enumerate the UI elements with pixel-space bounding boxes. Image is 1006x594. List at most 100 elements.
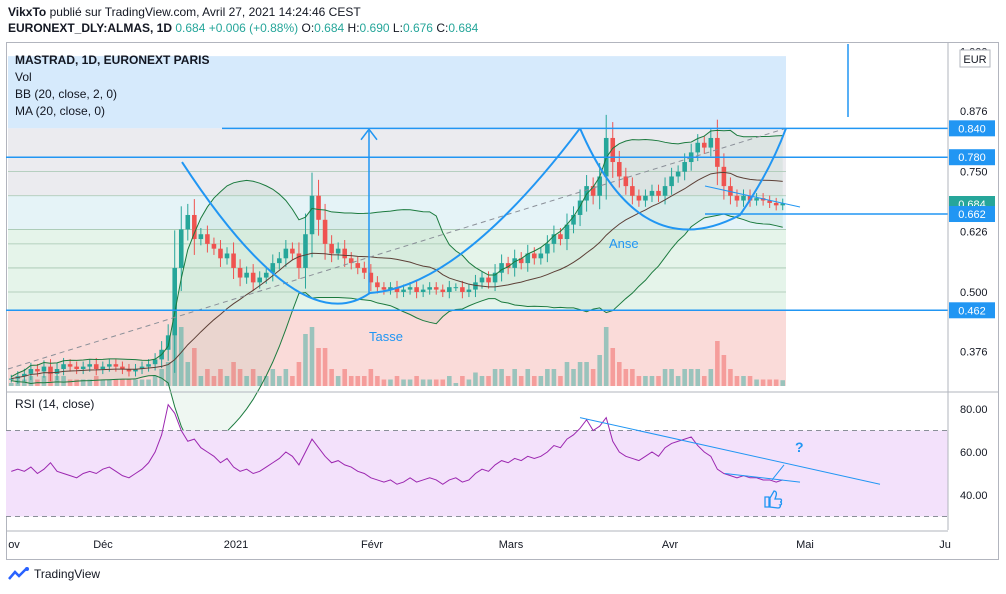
candle-body [525, 253, 531, 264]
candle-body [492, 272, 498, 283]
candle-body [662, 186, 668, 196]
candle-body [584, 186, 589, 201]
volume-bar [401, 379, 406, 386]
volume-bar [113, 379, 119, 386]
candle-body [198, 234, 204, 240]
volume-bar [518, 376, 524, 386]
candle-body [244, 272, 249, 278]
volume-bar [545, 369, 550, 386]
volume-bar [571, 369, 576, 386]
volume-bar [558, 376, 563, 386]
candle-body [453, 287, 459, 289]
handle-resistance-line [704, 185, 801, 208]
candle-body [590, 186, 596, 196]
volume-bar [198, 376, 204, 386]
volume-bar [100, 379, 106, 386]
candle-body [649, 190, 655, 196]
volume-bar [74, 379, 79, 386]
candle-body [113, 364, 119, 367]
candle-body [630, 186, 635, 196]
candle-body [107, 364, 112, 367]
author-name: VikxTo [8, 5, 47, 19]
volume-bar [701, 376, 707, 386]
candle-body [237, 267, 243, 278]
volume-bar [126, 379, 132, 386]
currency-badge[interactable] [959, 49, 991, 68]
candle-body [133, 369, 138, 372]
volume-bar [309, 327, 315, 386]
volume-bar [335, 376, 341, 386]
volume-bar [610, 348, 616, 386]
volume-bar [388, 379, 393, 386]
candle-body [701, 142, 707, 148]
volume-bar [656, 376, 661, 386]
candle-body [623, 176, 629, 187]
candle-body [218, 248, 223, 259]
legend-title: MASTRAD, 1D, EURONEXT PARIS [15, 53, 209, 67]
chart-frame [6, 42, 999, 560]
candle-body [407, 287, 413, 290]
rsi-trendline [579, 417, 881, 485]
rsi-legend: RSI (14, close) [15, 397, 94, 411]
tradingview-logo-icon [8, 567, 29, 580]
price-tag [949, 120, 995, 137]
volume-bar [93, 376, 99, 386]
candle-body [597, 176, 602, 196]
candle-body [178, 229, 184, 268]
volume-bar [133, 379, 138, 386]
volume-bar [218, 369, 223, 386]
price-tag-label: 0.780 [958, 152, 986, 164]
volume-bar [597, 355, 602, 386]
candle-body [479, 277, 485, 283]
candle-body [80, 366, 86, 370]
volume-bar [760, 379, 766, 386]
candle-body [558, 234, 563, 240]
legend-ma: MA (20, close, 0) [15, 104, 105, 118]
volume-bar [630, 369, 635, 386]
volume-bar [525, 369, 531, 386]
bb-lower-line [11, 213, 783, 447]
candle-body [375, 282, 380, 288]
candle-body [316, 195, 321, 220]
price-tag [949, 206, 995, 223]
question-mark: ? [795, 439, 804, 455]
volume-bar [224, 376, 230, 386]
volume-bar [146, 379, 151, 386]
handle-label: Anse [609, 236, 639, 251]
candle-body [721, 166, 727, 187]
cup-curve [181, 127, 581, 305]
volume-bar [61, 376, 66, 386]
volume-bar [473, 372, 478, 386]
price-tag-label: 0.462 [958, 305, 986, 317]
volume-bar [675, 376, 681, 386]
price-tag [949, 149, 995, 166]
volume-bar [623, 369, 629, 386]
candle-body [41, 366, 47, 372]
handle-curve [579, 127, 787, 231]
candle-body [283, 248, 289, 259]
high-key: H: [347, 21, 360, 35]
volume-bar [159, 369, 164, 386]
bb-upper-line [11, 129, 783, 378]
volume-bar [420, 379, 426, 386]
volume-bar [192, 348, 197, 386]
candle-body [348, 258, 354, 264]
close-value: 0.684 [448, 21, 479, 35]
publish-text: publié sur TradingView.com, Avril 27, 20… [49, 5, 361, 19]
volume-bar [433, 379, 439, 386]
ohlc-line: EURONEXT_DLY:ALMAS, 1D 0.684 +0.006 (+0.… [8, 21, 478, 35]
cup-label: Tasse [369, 329, 403, 344]
volume-bar [348, 376, 354, 386]
candle-body [466, 289, 472, 292]
volume-bar [244, 376, 249, 386]
candle-body [146, 364, 151, 367]
volume-bar [688, 369, 694, 386]
volume-bar [427, 379, 432, 386]
volume-bar [741, 376, 746, 386]
price-tag-label: 0.840 [958, 123, 986, 135]
volume-bar [440, 379, 446, 386]
candle-body [381, 287, 387, 290]
volume-bar [322, 348, 328, 386]
volume-bar [120, 379, 125, 386]
